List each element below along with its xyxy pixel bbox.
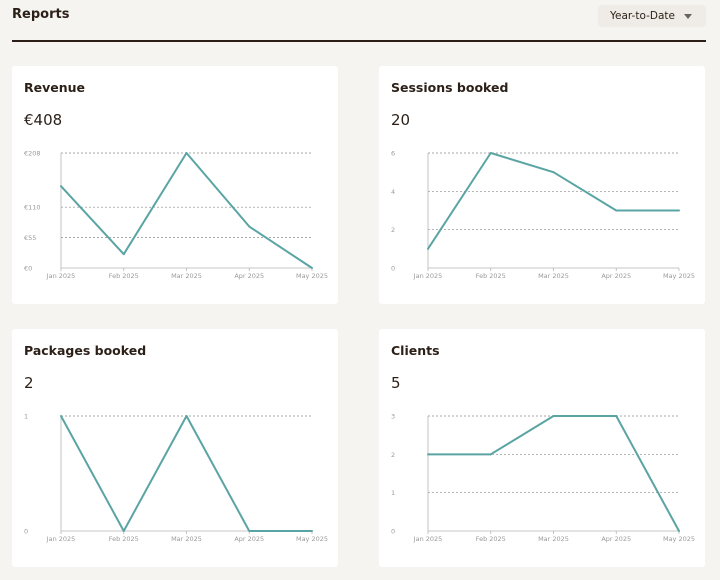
data-point (615, 415, 618, 417)
x-tick-label: Jan 2025 (46, 272, 76, 280)
y-tick-label: €208 (24, 150, 41, 158)
x-tick-label: Feb 2025 (476, 535, 506, 543)
x-tick-label: May 2025 (663, 272, 695, 280)
revenue-card: Revenue €408 €0 €55 €110 €208 Jan 2025 Feb 20… (12, 66, 338, 304)
data-point (122, 253, 125, 256)
y-tick-label: 3 (391, 413, 395, 421)
x-tick-label: Jan 2025 (46, 535, 76, 543)
card-total: 5 (391, 374, 401, 392)
series-line (60, 152, 313, 269)
x-tick-label: Mar 2025 (171, 535, 202, 543)
x-tick-label: Jan 2025 (413, 272, 443, 280)
clients-chart: 0 1 2 3 Jan 2025 Feb 2025 Mar 2025 Apr 2025 May … (391, 413, 695, 544)
card-total: 2 (24, 374, 34, 392)
data-point (311, 267, 313, 269)
data-point (185, 415, 188, 417)
data-point (185, 152, 188, 154)
card-title: Packages booked (24, 343, 147, 358)
y-tick-label: 6 (391, 150, 395, 158)
card-title: Sessions booked (391, 80, 509, 95)
series-line (428, 415, 680, 532)
x-tick-label: Mar 2025 (171, 272, 202, 280)
x-tick-label: Feb 2025 (109, 272, 139, 280)
x-tick-label: May 2025 (296, 535, 328, 543)
data-point (248, 225, 251, 228)
y-tick-label: 4 (391, 188, 395, 196)
data-point (60, 415, 62, 417)
data-point (489, 152, 492, 154)
y-tick-label: €55 (24, 234, 36, 242)
data-point (552, 171, 555, 174)
card-title: Clients (391, 343, 440, 358)
y-tick-label: 2 (391, 226, 395, 234)
packages-booked-chart: 0 1 Jan 2025 Feb 2025 Mar 2025 Apr 2025 May 20… (24, 413, 328, 544)
sessions-booked-chart: 0 2 4 6 Jan 2025 Feb 2025 Mar 2025 Apr 2025 May … (391, 150, 695, 281)
card-total: €408 (24, 111, 63, 129)
x-tick-label: Apr 2025 (601, 535, 631, 543)
sessions-booked-card: Sessions booked 20 0 2 4 6 Jan 2025 Feb 2025 M… (379, 66, 705, 304)
x-tick-label: Feb 2025 (109, 535, 139, 543)
y-tick-label: 1 (24, 413, 28, 421)
data-point (311, 530, 313, 532)
x-tick-label: Apr 2025 (601, 272, 631, 280)
page-header: Reports Year-to-Date (12, 0, 706, 42)
y-tick-label: 1 (391, 489, 395, 497)
data-point (615, 209, 618, 212)
revenue-chart: €0 €55 €110 €208 Jan 2025 Feb 2025 Mar 2025 Apr… (24, 150, 328, 281)
series-line (427, 152, 679, 250)
y-tick-label: €110 (24, 204, 41, 212)
date-range-select[interactable]: Year-to-Date (598, 5, 706, 27)
clients-card: Clients 5 0 1 2 3 Jan 2025 Feb 2025 Mar 2025 Ap… (379, 329, 705, 567)
data-point (489, 453, 492, 456)
x-tick-label: Mar 2025 (538, 535, 569, 543)
x-tick-label: Mar 2025 (538, 272, 569, 280)
data-point (248, 530, 251, 532)
data-point (427, 453, 429, 456)
data-point (552, 415, 555, 417)
y-tick-label: 0 (391, 528, 395, 536)
x-tick-label: Jan 2025 (413, 535, 443, 543)
x-tick-label: Feb 2025 (476, 272, 506, 280)
y-tick-label: 0 (24, 528, 28, 536)
date-range-label: Year-to-Date (610, 10, 675, 22)
data-point (60, 185, 62, 188)
data-point (122, 530, 125, 532)
y-tick-label: 2 (391, 451, 395, 459)
x-tick-label: May 2025 (663, 535, 695, 543)
data-point (678, 530, 680, 532)
data-point (427, 247, 429, 250)
page-title: Reports (12, 7, 70, 22)
card-total: 20 (391, 111, 411, 129)
packages-booked-card: Packages booked 2 0 1 Jan 2025 Feb 2025 Mar … (12, 329, 338, 567)
y-tick-label: 0 (391, 265, 395, 273)
card-title: Revenue (24, 80, 86, 95)
x-tick-label: Apr 2025 (234, 272, 264, 280)
series-line (60, 415, 312, 532)
data-point (678, 209, 680, 212)
y-tick-label: €0 (24, 265, 32, 273)
x-tick-label: Apr 2025 (234, 535, 264, 543)
chevron-down-icon (684, 14, 692, 19)
x-tick-label: May 2025 (296, 272, 328, 280)
